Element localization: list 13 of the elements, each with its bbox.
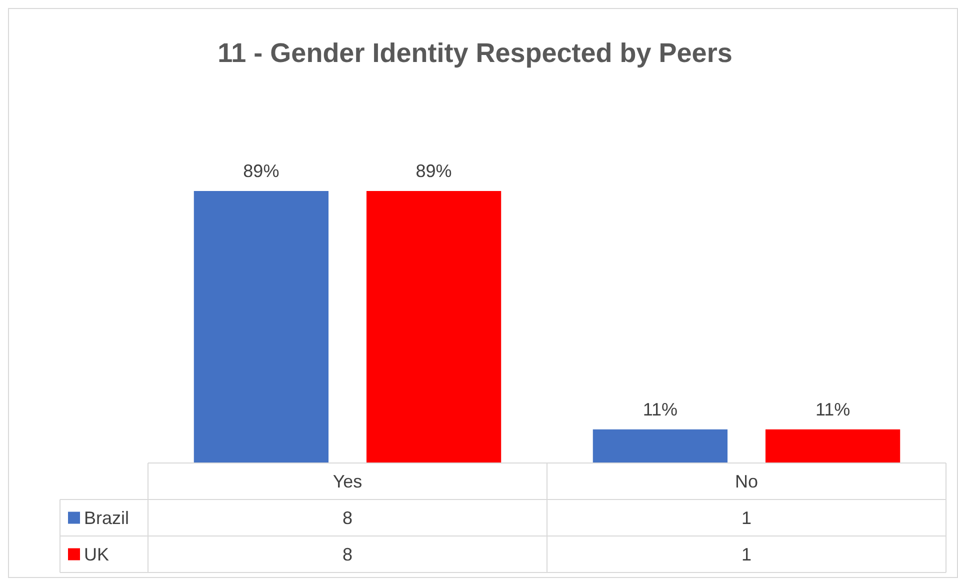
- text: 1: [741, 508, 752, 528]
- legend-label: UK: [84, 544, 110, 564]
- chart-title: 11 - Gender Identity Respected by Peers: [218, 38, 732, 68]
- legend-label: Brazil: [84, 508, 130, 528]
- x-tick-label: Yes: [332, 471, 362, 492]
- text: 1: [741, 544, 752, 564]
- text: 8: [342, 508, 353, 528]
- text: 8: [342, 544, 353, 564]
- data-label: 89%: [416, 161, 452, 181]
- data-label: 11%: [815, 399, 850, 420]
- data-label: 89%: [243, 161, 280, 181]
- data-label: 11%: [642, 399, 678, 420]
- x-tick-label: No: [734, 471, 758, 492]
